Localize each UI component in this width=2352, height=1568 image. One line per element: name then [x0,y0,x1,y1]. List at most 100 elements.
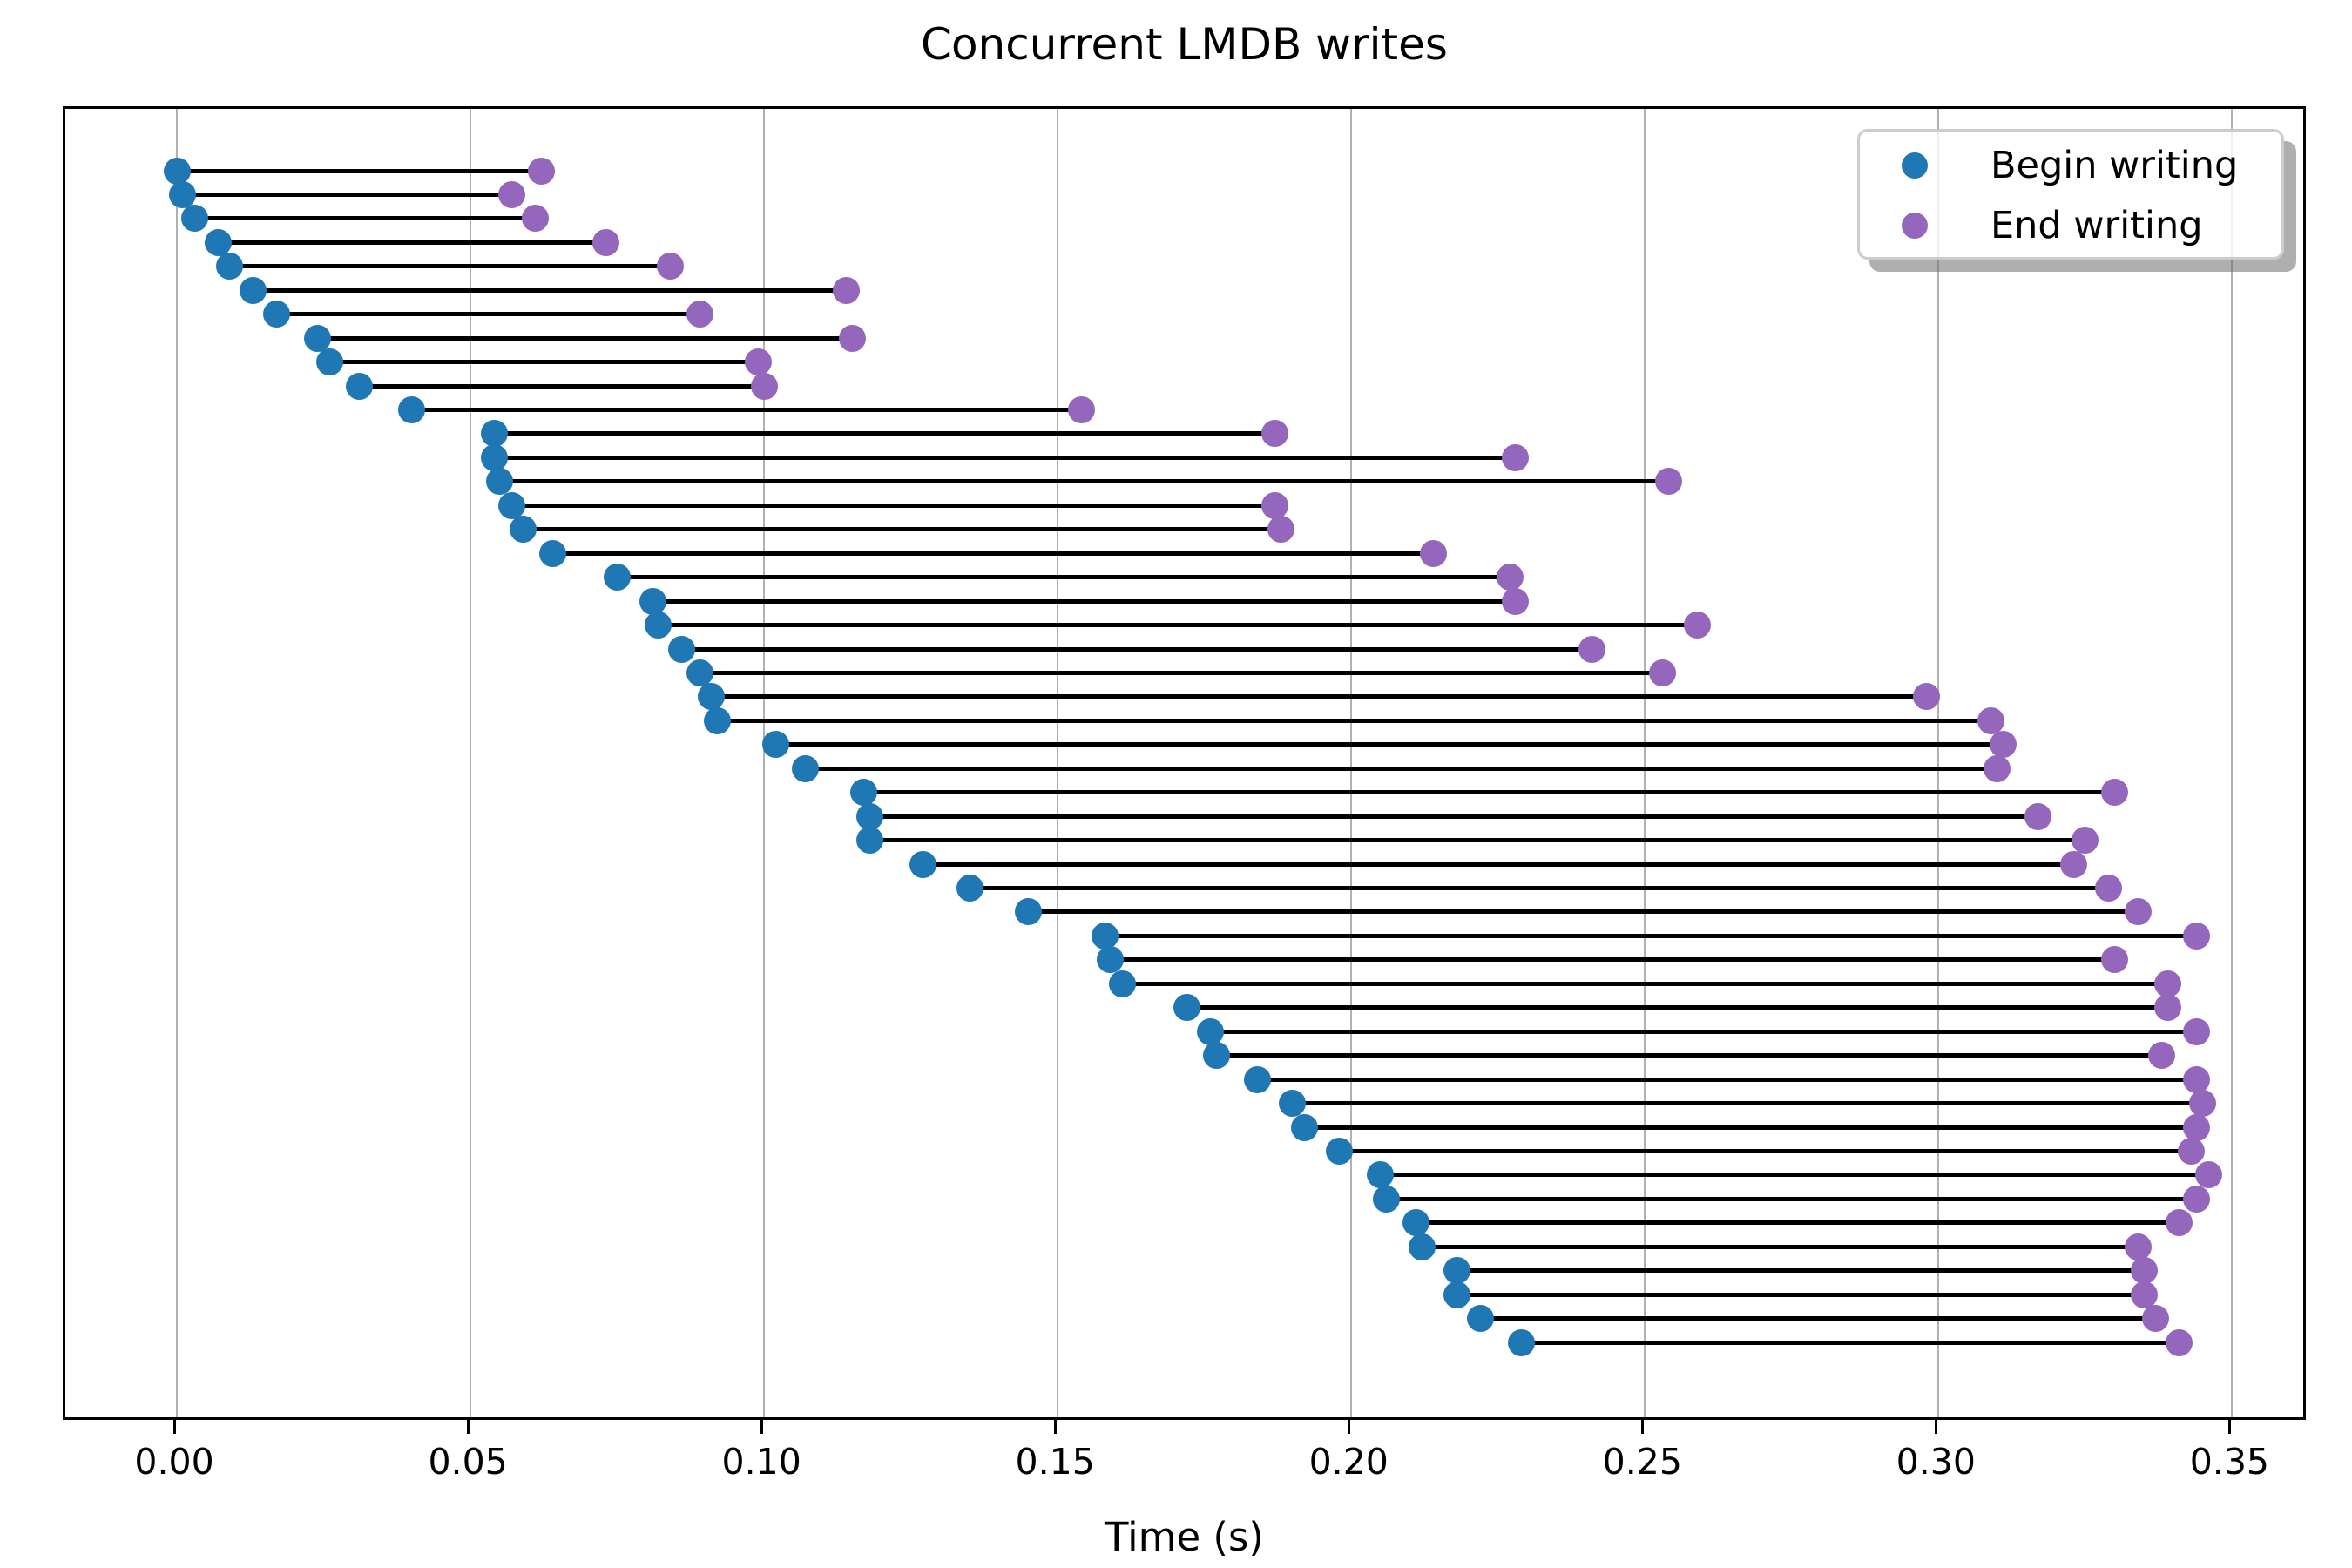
write-connector [658,623,1698,628]
x-tick [466,1420,470,1434]
x-gridline [1644,109,1646,1417]
x-gridline [1057,109,1059,1417]
write-connector [1028,909,2139,915]
write-connector [775,742,2004,747]
write-connector [863,790,2115,795]
write-connector [1422,1244,2139,1249]
end-dot [1261,491,1289,519]
begin-dot [538,539,566,567]
end-dot [2059,850,2087,878]
end-dot [2153,970,2181,997]
begin-dot [855,802,883,830]
write-connector [329,360,759,365]
write-connector [1386,1196,2197,1201]
end-dot [1684,612,1712,639]
legend-item-begin-writing: Begin writing [1860,134,2281,197]
chart-title: Concurrent LMDB writes [921,19,1448,70]
write-connector [923,862,2074,867]
x-tick-label: 0.05 [428,1441,508,1483]
x-gridline [1937,109,1940,1417]
x-tick-label: 0.20 [1308,1441,1389,1483]
begin-dot [1402,1209,1429,1237]
end-dot [527,157,555,185]
x-tick [2227,1420,2231,1434]
x-tick-label: 0.25 [1602,1441,1682,1483]
end-dot [744,348,772,376]
write-connector [869,838,2085,843]
begin-dot [163,157,191,185]
end-dot [2101,946,2129,974]
begin-dot [304,324,332,352]
write-connector [177,168,541,173]
end-dot [2130,1281,2158,1308]
begin-dot [1108,970,1136,997]
end-dot [1502,443,1530,471]
begin-dot [668,635,696,663]
x-tick [1347,1420,1350,1434]
begin-dot [956,875,983,902]
begin-dot [1014,898,1042,926]
end-dot [838,324,866,352]
end-dot [2101,779,2129,807]
x-tick [1053,1420,1057,1434]
write-connector [1480,1316,2156,1321]
end-dot [2183,1113,2211,1141]
x-tick [172,1420,176,1434]
end-dot [2183,922,2211,950]
begin-dot [703,706,731,734]
begin-dot [686,659,713,686]
begin-dot [1290,1113,1318,1141]
write-connector [681,646,1592,652]
write-connector [1339,1148,2192,1153]
write-connector [218,240,606,245]
end-dot [2183,1065,2211,1093]
write-connector [511,503,1275,508]
begin-dot [240,276,267,304]
begin-dot [1279,1090,1307,1118]
write-connector [805,766,1997,771]
legend-label: Begin writing [1990,144,2239,187]
write-connector [276,312,700,317]
begin-dot [645,612,672,639]
write-connector [317,335,853,341]
end-dot [2130,1257,2158,1285]
begin-dot [1443,1281,1471,1308]
write-connector [1216,1053,2162,1058]
begin-dot [345,372,373,400]
end-dot [2166,1328,2193,1356]
end-dot [2183,1017,2211,1045]
x-tick [1934,1420,1937,1434]
end-dot [1649,659,1676,686]
begin-dot [398,396,426,423]
end-dot [497,180,525,208]
begin-dot [697,683,725,711]
write-connector [1105,933,2197,938]
write-connector [229,264,671,269]
write-connector [652,598,1516,604]
begin-dot [762,731,790,759]
x-gridline [763,109,766,1417]
write-connector [700,670,1663,675]
begin-dot [604,564,632,591]
end-dot [750,372,778,400]
begin-dot [1326,1137,1354,1165]
end-dot [1502,587,1530,615]
end-dot [1261,420,1289,448]
end-dot [2147,1042,2175,1070]
begin-writing-circle-icon [1902,152,1928,179]
begin-dot [480,420,508,448]
x-gridline [470,109,472,1417]
begin-dot [1373,1185,1401,1213]
write-connector [359,383,765,389]
begin-dot [1443,1257,1471,1285]
end-dot [1578,635,1606,663]
end-dot [2142,1305,2170,1333]
begin-dot [204,228,232,256]
begin-dot [1091,922,1119,950]
end-dot [521,205,549,233]
begin-dot [909,850,936,878]
end-dot [1654,468,1682,496]
write-connector [1210,1029,2197,1034]
end-dot [2125,898,2153,926]
